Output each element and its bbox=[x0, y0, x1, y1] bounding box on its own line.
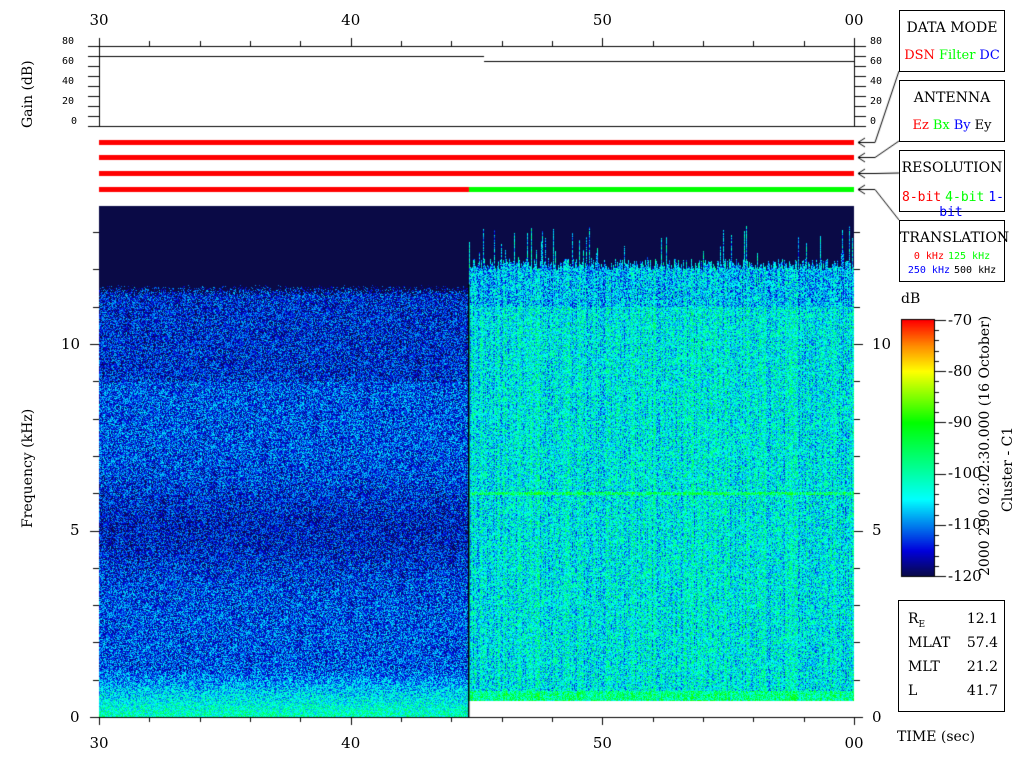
info-label: L bbox=[908, 683, 918, 699]
spacecraft-label: Cluster - C1 bbox=[1000, 426, 1016, 512]
legend-item: 500 kHz bbox=[954, 265, 997, 276]
legend-item: 125 kHz bbox=[947, 251, 991, 262]
legend-title: RESOLUTION bbox=[901, 160, 1003, 176]
legend-item: DSN bbox=[904, 48, 935, 63]
resolution-legend: RESOLUTION 8-bit 4-bit 1-bit bbox=[899, 150, 1005, 220]
info-label: MLAT bbox=[908, 635, 951, 651]
legend-item: Bx bbox=[932, 118, 950, 133]
colorbar-label: dB bbox=[901, 291, 921, 307]
legend-item: Filter bbox=[938, 48, 976, 63]
colorbar-tick-label: -120 bbox=[948, 566, 982, 585]
frequency-axis-label: Frequency (kHz) bbox=[20, 408, 36, 528]
info-value: 41.7 bbox=[966, 683, 998, 699]
frequency-tick-label-right: 10 bbox=[872, 334, 892, 353]
gain-tick-label-right: 60 bbox=[870, 55, 883, 67]
info-value: 12.1 bbox=[966, 611, 998, 627]
data-mode-legend: DATA MODE DSN Filter DC bbox=[899, 10, 1005, 72]
gain-tick-label-right: 0 bbox=[870, 115, 877, 127]
gain-tick-label: 80 bbox=[62, 35, 75, 47]
frequency-tick-label-right: 5 bbox=[872, 521, 882, 539]
gain-tick-label: 40 bbox=[62, 75, 75, 87]
legend-title: TRANSLATION bbox=[900, 230, 1010, 246]
frequency-tick-label-right: 0 bbox=[872, 707, 882, 726]
info-value: 57.4 bbox=[966, 635, 998, 651]
legend-item: 1-bit bbox=[939, 190, 1004, 220]
gain-tick-label: 20 bbox=[62, 95, 75, 107]
legend-item: 8-bit bbox=[902, 190, 942, 205]
frequency-tick-label: 10 bbox=[61, 334, 81, 353]
gain-tick-label-right: 80 bbox=[870, 35, 883, 47]
colorbar-tick-label: -70 bbox=[948, 310, 973, 329]
bottom-x-tick-label: 00 bbox=[844, 733, 864, 752]
top-x-tick-label: 50 bbox=[592, 10, 612, 29]
colorbar-tick-label: -110 bbox=[948, 515, 982, 534]
info-row: MLAT 57.4 bbox=[899, 631, 1004, 655]
date-title: 2000 290 02:02:30.000 (16 October) bbox=[977, 315, 993, 576]
info-subscript: E bbox=[918, 619, 926, 630]
legend-item: DC bbox=[979, 48, 1000, 63]
legend-title: DATA MODE bbox=[906, 20, 998, 36]
legend-item: 250 kHz bbox=[907, 265, 950, 276]
info-label: RE bbox=[908, 611, 926, 630]
top-x-tick-label: 00 bbox=[844, 10, 864, 29]
legend-item: 0 kHz bbox=[913, 251, 944, 262]
bottom-x-tick-label: 40 bbox=[341, 733, 361, 752]
info-row: L 41.7 bbox=[899, 679, 1004, 703]
colorbar-tick-label: -90 bbox=[948, 412, 973, 431]
bottom-x-tick-label: 30 bbox=[89, 733, 109, 752]
time-axis-label: TIME (sec) bbox=[897, 729, 976, 745]
top-x-tick-label: 30 bbox=[89, 10, 109, 29]
info-value: 21.2 bbox=[966, 659, 998, 675]
gain-tick-label: 60 bbox=[62, 55, 75, 67]
gain-tick-label: 0 bbox=[71, 115, 78, 127]
top-x-tick-label: 40 bbox=[341, 10, 361, 29]
gain-axis-label: Gain (dB) bbox=[20, 60, 36, 128]
info-row: RE 12.1 bbox=[899, 607, 1004, 631]
legend-item: Ez bbox=[912, 118, 929, 133]
colorbar-tick-label: -80 bbox=[948, 361, 973, 380]
legend-item: Ey bbox=[974, 118, 992, 133]
orbit-info-box: RE 12.1 MLAT 57.4 MLT 21.2 L 41.7 bbox=[898, 600, 1005, 712]
gain-tick-label-right: 40 bbox=[870, 75, 883, 87]
gain-tick-label-right: 20 bbox=[870, 95, 883, 107]
antenna-legend: ANTENNA Ez Bx By Ey bbox=[899, 80, 1005, 142]
legend-item: 4-bit bbox=[945, 190, 985, 205]
info-label: MLT bbox=[908, 659, 940, 675]
translation-legend: TRANSLATION 0 kHz 125 kHz 250 kHz 500 kHz bbox=[899, 220, 1010, 282]
info-row: MLT 21.2 bbox=[899, 655, 1004, 679]
colorbar-tick-label: -100 bbox=[948, 464, 982, 483]
frequency-tick-label: 0 bbox=[70, 707, 80, 726]
legend-title: ANTENNA bbox=[913, 90, 991, 106]
frequency-tick-label: 5 bbox=[70, 521, 80, 539]
bottom-x-tick-label: 50 bbox=[592, 733, 612, 752]
legend-item: By bbox=[953, 118, 971, 133]
